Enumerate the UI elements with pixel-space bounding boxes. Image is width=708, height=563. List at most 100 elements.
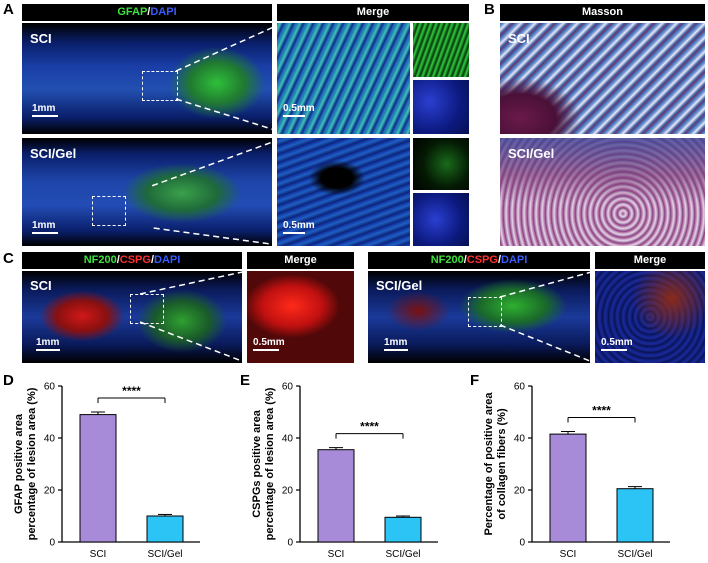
- masson-sci-gel-image: SCI/Gel: [500, 138, 705, 246]
- sci-gel-label-c: SCI/Gel: [376, 278, 423, 293]
- x-category-label: SCI/Gel: [385, 549, 420, 560]
- merge-sci-zoom-image: 0.5mm: [277, 23, 410, 134]
- panel-label-a: A: [3, 1, 14, 18]
- gfap-sci-channel-image: [413, 23, 469, 77]
- merge-sci-gel-zoom-image: 0.5mm: [277, 138, 410, 246]
- x-category-label: SCI/Gel: [617, 549, 652, 560]
- y-axis-label-line1: Percentage of positive area: [483, 392, 495, 536]
- bar: [549, 433, 587, 543]
- nf200-cspg-dapi-header-gel: NF200/CSPG/DAPI: [368, 252, 590, 269]
- x-category-label: SCI: [328, 549, 345, 560]
- panel-label-e: E: [240, 372, 251, 389]
- scale-label: 1mm: [32, 103, 56, 114]
- y-tick-label: 0: [287, 538, 293, 549]
- bar: [146, 515, 184, 543]
- panel-label-b: B: [484, 1, 495, 18]
- y-tick-label: 20: [282, 486, 294, 497]
- dapi-header-text: DAPI: [501, 254, 528, 266]
- merge-header-a: Merge: [277, 4, 469, 21]
- scale-bar-05mm-c-sci: 0.5mm: [253, 337, 285, 351]
- dapi-header-text: DAPI: [154, 254, 181, 266]
- y-tick-label: 20: [44, 486, 56, 497]
- y-tick-label: 60: [282, 382, 294, 393]
- collagen-bar-chart: 0 20 40 60 Percentage of positive area of col…: [483, 382, 670, 560]
- nf200-header-text: NF200: [83, 254, 117, 266]
- y-axis-label-line2: percentage of lesion area (%): [26, 387, 38, 540]
- bar: [317, 449, 355, 543]
- masson-sci-image: SCI: [500, 23, 705, 134]
- x-category-label: SCI: [90, 549, 107, 560]
- panel-label-c: C: [3, 250, 14, 267]
- x-category-label: SCI/Gel: [147, 549, 182, 560]
- merge-header-c-sci: Merge: [247, 252, 354, 269]
- bar: [79, 414, 117, 543]
- masson-header: Masson: [500, 4, 705, 21]
- gfap-bar-chart: 0 20 40 60 GFAP positive area percentage of l…: [13, 382, 200, 560]
- scale-label: 0.5mm: [601, 337, 633, 348]
- sci-gel-label-b: SCI/Gel: [508, 146, 555, 161]
- sci-gel-label-a: SCI/Gel: [30, 146, 77, 161]
- significance-stars: ****: [592, 404, 611, 418]
- zoom-lines-a: [150, 24, 279, 246]
- gfap-sci-gel-channel-image: [413, 138, 469, 190]
- header-slash: /: [463, 254, 467, 266]
- y-tick-label: 40: [514, 434, 526, 445]
- y-axis-label-line2: of collagen fibers (%): [496, 408, 508, 520]
- roi-box-sci-gel-a: [92, 196, 126, 226]
- gfap-header-text: GFAP: [117, 6, 148, 18]
- x-category-label: SCI: [560, 549, 577, 560]
- gfap-sci-gel-overview-image: SCI/Gel 1mm: [22, 138, 272, 246]
- y-tick-label: 0: [519, 538, 525, 549]
- zoom-lines-c: [139, 271, 596, 363]
- cspg-header-text: CSPG: [466, 254, 498, 266]
- header-slash: /: [497, 254, 502, 266]
- nf200-cspg-sci-gel-overview-image: SCI/Gel 1mm: [368, 271, 590, 363]
- roi-box-sci-a: [142, 71, 178, 101]
- y-tick-label: 40: [44, 434, 56, 445]
- y-tick-label: 60: [514, 382, 526, 393]
- cspg-header-text: CSPG: [119, 254, 151, 266]
- y-tick-label: 20: [514, 486, 526, 497]
- scale-bar-1mm-c-gel: 1mm: [384, 337, 408, 351]
- sci-label-a: SCI: [30, 31, 52, 46]
- sci-label-c: SCI: [30, 278, 52, 293]
- merge-header-c-gel: Merge: [595, 252, 705, 269]
- scale-bar-05mm-c-gel: 0.5mm: [601, 337, 633, 351]
- scale-label: 1mm: [32, 220, 56, 231]
- dapi-header-text: DAPI: [150, 6, 177, 18]
- scale-bar-1mm-a-gel: 1mm: [32, 220, 58, 234]
- dapi-sci-gel-channel-image: [413, 193, 469, 246]
- roi-box-sci-gel-c: [468, 297, 502, 327]
- scale-label: 1mm: [36, 337, 60, 348]
- scale-bar-1mm-a-sci: 1mm: [32, 103, 58, 117]
- gfap-sci-overview-image: SCI 1mm: [22, 23, 272, 134]
- scale-label: 1mm: [384, 337, 408, 348]
- sci-label-b: SCI: [508, 31, 530, 46]
- nf200-cspg-dapi-header-sci: NF200/CSPG/DAPI: [22, 252, 242, 269]
- scale-label: 0.5mm: [283, 103, 315, 114]
- scale-bar-05mm-a-sci: 0.5mm: [283, 103, 315, 117]
- merge-sci-gel-c-zoom-image: 0.5mm: [595, 271, 705, 363]
- y-tick-label: 60: [44, 382, 56, 393]
- y-axis-label-line1: GFAP positive area: [13, 413, 25, 514]
- dapi-sci-channel-image: [413, 80, 469, 134]
- bar: [616, 488, 654, 543]
- scale-bar-05mm-a-gel: 0.5mm: [283, 220, 315, 234]
- scale-label: 0.5mm: [283, 220, 315, 231]
- scale-label: 0.5mm: [253, 337, 285, 348]
- y-tick-label: 0: [49, 538, 55, 549]
- scale-bar-1mm-c-sci: 1mm: [36, 337, 60, 351]
- significance-stars: ****: [122, 384, 141, 398]
- panel-label-d: D: [3, 372, 14, 389]
- nf200-header-text: NF200: [430, 254, 464, 266]
- header-slash: /: [116, 254, 120, 266]
- merge-sci-c-zoom-image: 0.5mm: [247, 271, 354, 363]
- header-slash: /: [150, 254, 155, 266]
- significance-stars: ****: [360, 420, 379, 434]
- cspgs-bar-chart: 0 20 40 60 CSPGs positive area percentage of …: [251, 382, 438, 560]
- panel-label-f: F: [470, 372, 480, 389]
- roi-box-sci-c: [130, 294, 164, 324]
- bar: [384, 516, 422, 543]
- gfap-dapi-header: GFAP/DAPI: [22, 4, 272, 21]
- y-axis-label-line1: CSPGs positive area: [251, 409, 263, 517]
